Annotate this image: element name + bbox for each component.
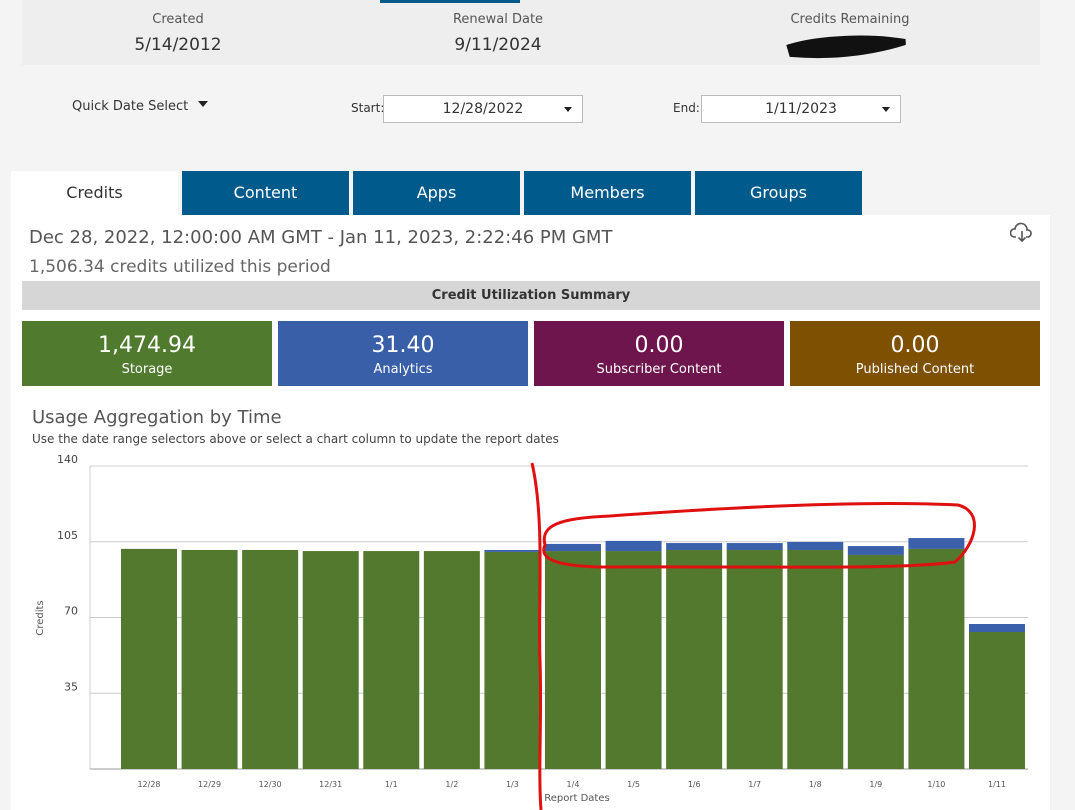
tile-value: 0.00	[634, 333, 684, 358]
tab[interactable]: Members	[524, 171, 691, 215]
tile: 0.00 Subscriber Content	[534, 321, 784, 386]
x-tick-label: 1/3	[506, 780, 519, 789]
tile-label: Published Content	[855, 362, 975, 377]
summary-title: Credit Utilization Summary	[22, 281, 1040, 310]
chart: Report Dates Credits 35 70 105 140 12/28 12/2…	[35, 453, 1028, 804]
quick-date-text: Quick Date Select	[72, 99, 189, 114]
bar-segment[interactable]	[121, 548, 177, 769]
chart-title: Usage Aggregation by Time	[32, 407, 282, 428]
x-tick-label: 12/31	[319, 780, 342, 789]
end-date-select[interactable]: 1/11/2023	[701, 95, 901, 123]
bar-segment[interactable]	[544, 551, 601, 769]
bar-segment[interactable]	[908, 538, 965, 549]
tile-value: 1,474.94	[98, 333, 196, 358]
bar-segment[interactable]	[666, 549, 723, 769]
x-tick-label: 12/29	[198, 780, 221, 789]
start-date: 12/28/2022	[442, 101, 524, 117]
tab[interactable]: Apps	[353, 171, 520, 215]
nav-indicator	[380, 0, 520, 3]
bar-segment[interactable]	[847, 554, 904, 769]
x-tick-label: 1/10	[927, 780, 945, 789]
tile-label: Storage	[121, 362, 173, 377]
x-tick-label: 1/7	[748, 780, 761, 789]
bar-segment[interactable]	[544, 543, 601, 552]
x-tick-label: 1/6	[688, 780, 701, 789]
x-tick-label: 1/4	[567, 780, 580, 789]
tile-value: 0.00	[890, 333, 940, 358]
tab[interactable]: Groups	[695, 171, 862, 215]
end-date: 1/11/2023	[765, 101, 837, 117]
x-tick-label: 1/2	[445, 780, 458, 789]
x-tick-label: 1/1	[385, 780, 398, 789]
tile: 0.00 Published Content	[790, 321, 1040, 386]
x-tick-label: 1/9	[869, 780, 882, 789]
download-icon[interactable]	[1010, 222, 1034, 244]
bar-segment[interactable]	[968, 632, 1025, 769]
x-tick-label: 1/8	[809, 780, 822, 789]
bar-segment[interactable]	[726, 549, 783, 769]
bar-segment[interactable]	[302, 551, 359, 769]
y-tick-label: 70	[64, 605, 78, 618]
tile-value: 31.40	[371, 333, 435, 358]
bar-segment[interactable]	[484, 549, 541, 552]
tile: 31.40 Analytics	[278, 321, 528, 386]
tab[interactable]: Credits	[11, 171, 178, 215]
bar-segment[interactable]	[484, 551, 541, 769]
bar-segment[interactable]	[787, 549, 844, 769]
bar-segment[interactable]	[908, 548, 965, 769]
tab[interactable]: Content	[182, 171, 349, 215]
tile: 1,474.94 Storage	[22, 321, 272, 386]
start-label: Start:	[351, 101, 385, 115]
period: Dec 28, 2022, 12:00:00 AM GMT - Jan 11, …	[29, 227, 613, 248]
tile-label: Analytics	[373, 362, 433, 377]
quick-date-select[interactable]: Quick Date Select	[72, 99, 209, 114]
renewal-label: Renewal Date	[452, 12, 544, 27]
account-summary	[22, 0, 1040, 65]
x-tick-label: 12/30	[259, 780, 282, 789]
x-tick-label: 12/28	[137, 780, 160, 789]
bar-segment[interactable]	[666, 543, 723, 550]
created-date: 5/14/2012	[134, 35, 222, 55]
credits-label: Credits Remaining	[790, 12, 910, 27]
bar-segment[interactable]	[726, 543, 783, 550]
x-tick-label: 1/5	[627, 780, 640, 789]
bar-segment[interactable]	[787, 541, 844, 550]
y-tick-label: 35	[64, 680, 78, 693]
tile-label: Subscriber Content	[596, 362, 722, 377]
created-label: Created	[152, 12, 204, 27]
dropdown-arrow	[198, 101, 209, 112]
bar-segment[interactable]	[423, 551, 480, 769]
renewal-date: 9/11/2024	[454, 35, 542, 55]
y-axis-label: Credits	[35, 600, 46, 635]
x-tick-label: 1/11	[988, 780, 1006, 789]
bar-segment[interactable]	[242, 549, 299, 769]
bar-segment[interactable]	[847, 546, 904, 555]
x-axis-label: Report Dates	[544, 793, 609, 804]
bar-segment[interactable]	[181, 549, 238, 769]
bar-segment[interactable]	[605, 551, 662, 769]
y-tick-label: 105	[57, 529, 78, 542]
end-label: End:	[673, 101, 700, 115]
chart-subtitle: Use the date range selectors above or se…	[32, 432, 559, 446]
bar-segment[interactable]	[605, 540, 662, 552]
y-tick-label: 140	[57, 453, 78, 466]
start-date-select[interactable]: 12/28/2022	[383, 95, 583, 123]
utilized: 1,506.34 credits utilized this period	[29, 257, 331, 277]
bar-segment[interactable]	[363, 551, 420, 769]
bar-segment[interactable]	[968, 623, 1025, 633]
